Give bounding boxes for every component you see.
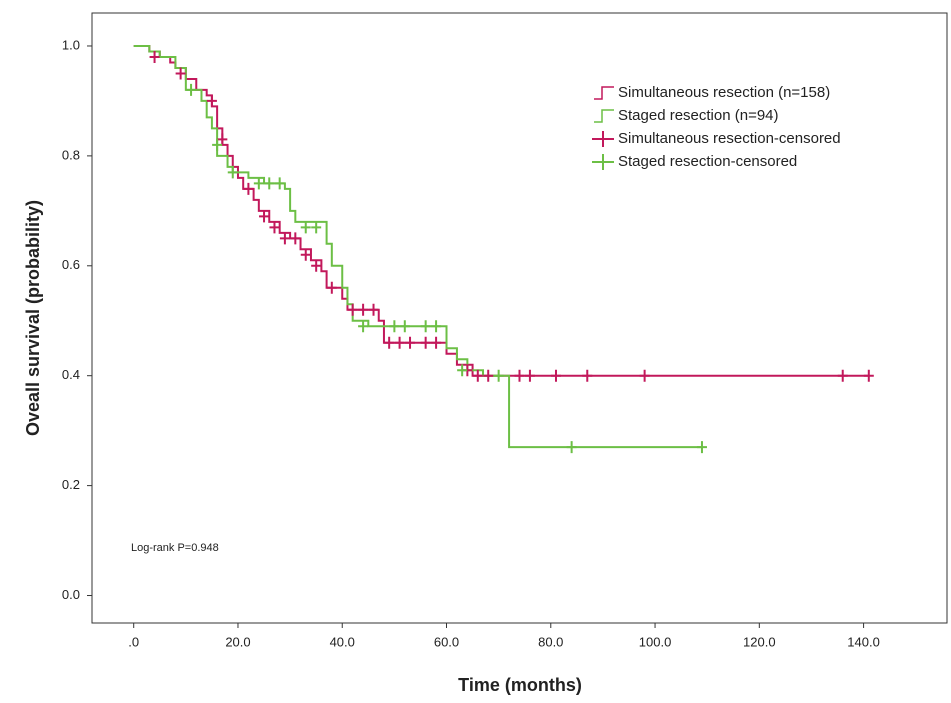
censor-mark bbox=[311, 221, 322, 234]
censor-mark bbox=[259, 210, 270, 223]
survival-curve bbox=[133, 44, 702, 449]
y-tick-label: 0.8 bbox=[62, 147, 80, 162]
censor-mark bbox=[311, 259, 322, 272]
censor-mark bbox=[186, 83, 197, 96]
censor-mark bbox=[368, 303, 379, 316]
x-tick-label: 20.0 bbox=[225, 634, 250, 649]
legend-label: Simultaneous resection-censored bbox=[618, 130, 841, 147]
censor-mark bbox=[243, 182, 254, 195]
censor-mark bbox=[394, 336, 405, 349]
legend-symbol bbox=[594, 109, 614, 123]
x-tick-label: .0 bbox=[128, 634, 139, 649]
y-tick-label: 0.6 bbox=[62, 257, 80, 272]
censor-mark bbox=[483, 369, 494, 382]
censor-mark bbox=[206, 94, 217, 107]
censor-mark bbox=[347, 303, 358, 316]
censor-mark bbox=[175, 67, 186, 80]
censor-mark bbox=[389, 320, 400, 333]
x-tick-label: 80.0 bbox=[538, 634, 563, 649]
censor-mark bbox=[457, 364, 468, 377]
x-axis-title: Time (months) bbox=[458, 675, 582, 695]
censor-mark bbox=[358, 320, 369, 333]
censor-mark bbox=[566, 441, 577, 454]
censor-mark bbox=[300, 221, 311, 234]
legend-label: Staged resection-censored bbox=[618, 153, 797, 170]
censor-mark bbox=[399, 320, 410, 333]
censor-mark bbox=[358, 303, 369, 316]
censor-mark bbox=[269, 221, 280, 234]
censor-mark bbox=[550, 369, 561, 382]
x-tick-label: 40.0 bbox=[330, 634, 355, 649]
y-tick-label: 1.0 bbox=[62, 37, 80, 52]
legend-label: Simultaneous resection (n=158) bbox=[618, 84, 830, 101]
censor-mark bbox=[217, 133, 228, 146]
censor-mark bbox=[837, 369, 848, 382]
censor-mark bbox=[431, 320, 442, 333]
censor-mark bbox=[212, 138, 223, 151]
censor-mark bbox=[863, 369, 874, 382]
censor-mark bbox=[300, 248, 311, 261]
censor-mark bbox=[227, 166, 238, 179]
censor-mark bbox=[274, 177, 285, 190]
censor-mark bbox=[290, 232, 301, 245]
y-axis-title: Oveall survival (probability) bbox=[23, 200, 43, 436]
x-tick-label: 120.0 bbox=[743, 634, 776, 649]
legend-label: Staged resection (n=94) bbox=[618, 107, 779, 124]
x-tick-label: 140.0 bbox=[847, 634, 880, 649]
censor-mark bbox=[524, 369, 535, 382]
censor-mark bbox=[472, 369, 483, 382]
censor-mark bbox=[639, 369, 650, 382]
y-tick-label: 0.0 bbox=[62, 587, 80, 602]
plot-frame bbox=[91, 12, 948, 624]
censor-mark bbox=[493, 369, 504, 382]
legend-symbol bbox=[592, 131, 614, 147]
censor-mark bbox=[326, 281, 337, 294]
censor-mark bbox=[582, 369, 593, 382]
censor-mark bbox=[696, 441, 707, 454]
censor-mark bbox=[420, 320, 431, 333]
y-tick-label: 0.4 bbox=[62, 367, 80, 382]
x-tick-label: 100.0 bbox=[639, 634, 672, 649]
censor-mark bbox=[264, 177, 275, 190]
censor-mark bbox=[514, 369, 525, 382]
censor-mark bbox=[253, 177, 264, 190]
censor-mark bbox=[384, 336, 395, 349]
censor-mark bbox=[279, 232, 290, 245]
x-tick-label: 60.0 bbox=[434, 634, 459, 649]
legend-symbol bbox=[592, 154, 614, 170]
annotation: Log-rank P=0.948 bbox=[131, 542, 219, 554]
censor-mark bbox=[420, 336, 431, 349]
censor-mark bbox=[431, 336, 442, 349]
legend-symbol bbox=[594, 86, 614, 100]
y-tick-label: 0.2 bbox=[62, 477, 80, 492]
censor-mark bbox=[149, 50, 160, 63]
censor-mark bbox=[405, 336, 416, 349]
